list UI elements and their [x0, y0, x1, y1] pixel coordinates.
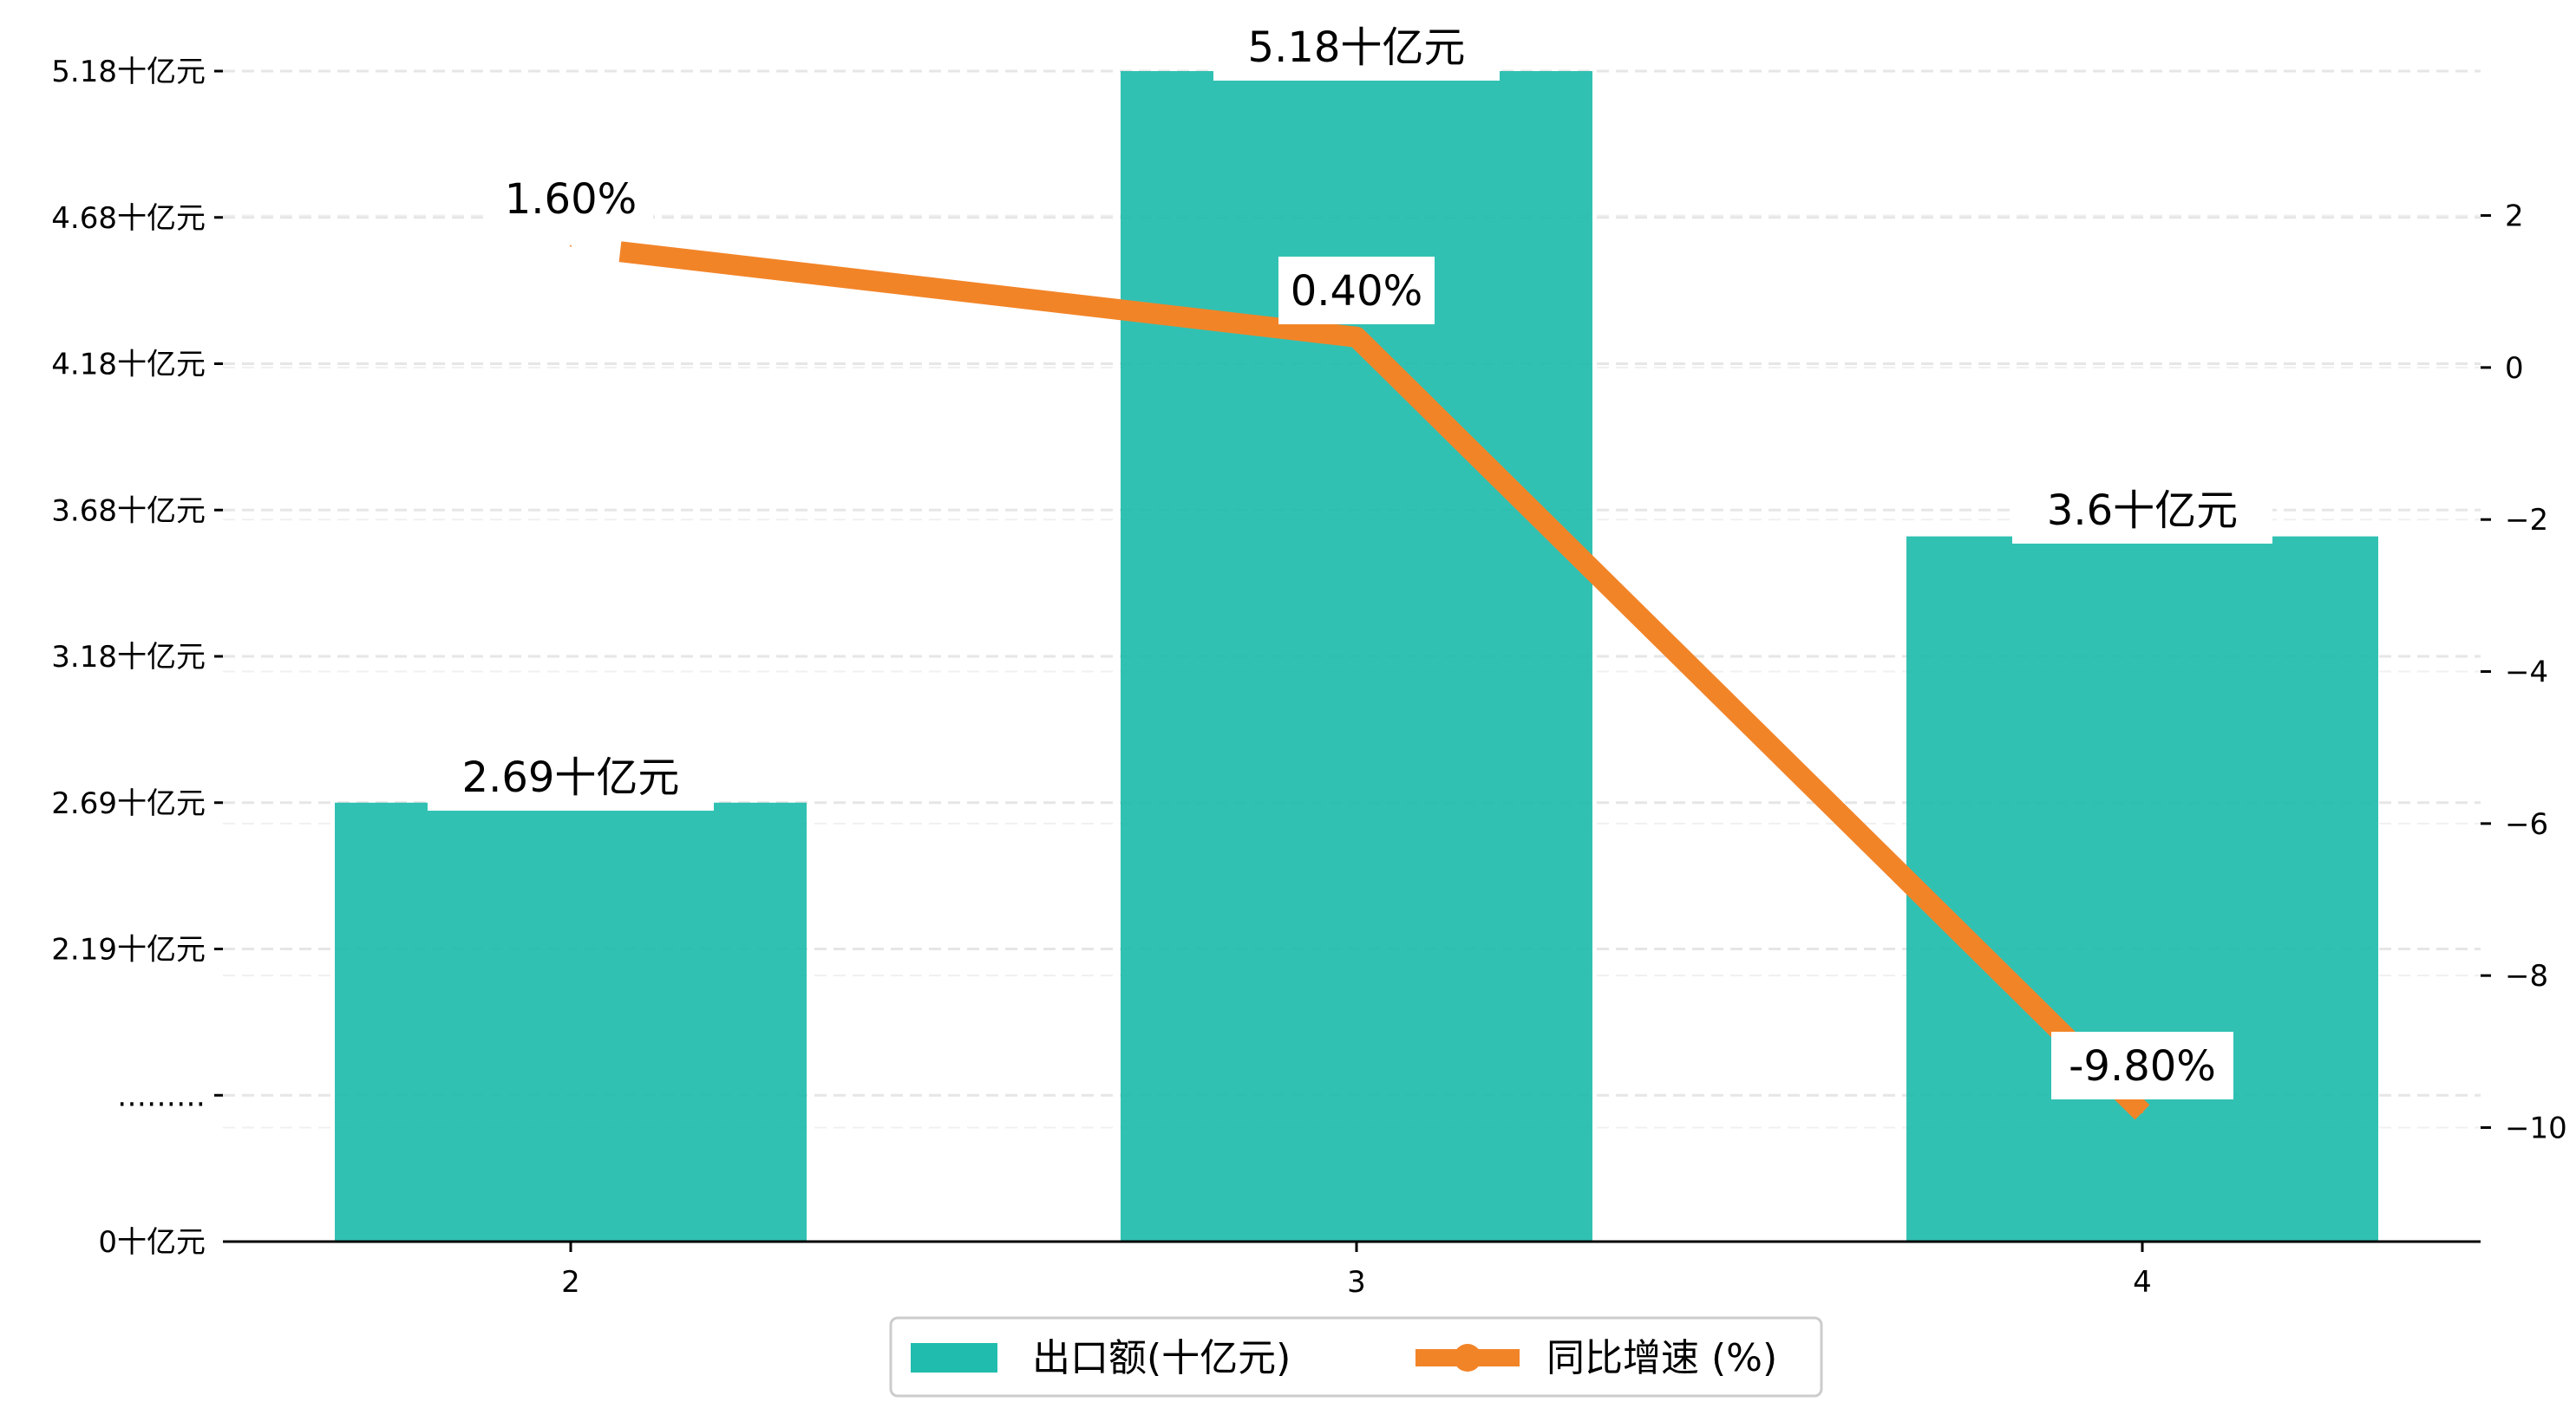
bar-value-label-2: 3.6十亿元 — [2012, 476, 2272, 544]
bar-1 — [1121, 71, 1592, 1242]
bar-0 — [335, 802, 807, 1242]
right-tick-label-0: 2 — [2505, 199, 2524, 234]
growth-value-label-1: 0.40% — [1278, 257, 1435, 324]
growth-point-0 — [570, 245, 572, 247]
right-tick-label-1: 0 — [2505, 351, 2524, 386]
left-tick-label-5: 3.68十亿元 — [51, 493, 206, 528]
bar-value-label-1-box — [1213, 13, 1500, 81]
left-tick-label-7: 4.68十亿元 — [51, 201, 206, 236]
bars — [335, 71, 2378, 1242]
growth-value-label-2-text: -9.80% — [2069, 1042, 2216, 1091]
left-tick-label-8: 5.18十亿元 — [51, 55, 206, 89]
bar-value-label-2-text: 3.6十亿元 — [2047, 486, 2238, 535]
left-tick-label-1: ……… — [117, 1079, 206, 1113]
left-tick-label-3: 2.69十亿元 — [51, 786, 206, 821]
growth-value-label-0-box — [488, 165, 653, 232]
growth-value-label-0-text: 1.60% — [505, 175, 637, 224]
legend[interactable]: 出口额(十亿元) 同比增速 (%) — [889, 1316, 1823, 1398]
growth-point-2 — [2141, 1111, 2143, 1113]
right-tick-label-5: −8 — [2505, 959, 2548, 994]
bar-value-label-2-box — [2012, 476, 2272, 544]
axes: 0十亿元 ……… 2.19十亿元 2.69十亿元 3.18十亿元 3.68十亿元 4.18十… — [51, 55, 2566, 1300]
growth-value-label-1-text: 0.40% — [1291, 267, 1422, 316]
bar-value-label-0-text: 2.69十亿元 — [462, 753, 680, 802]
legend-swatch-marker — [1454, 1344, 1481, 1372]
bar-value-label-0: 2.69十亿元 — [428, 743, 714, 811]
left-tick-label-6: 4.18十亿元 — [51, 348, 206, 382]
x-tick-label-0: 2 — [561, 1265, 580, 1300]
legend-label-line: 同比增速 (%) — [1546, 1336, 1777, 1380]
bar-value-label-0-box — [428, 743, 714, 811]
growth-value-label-1-box — [1278, 257, 1435, 324]
x-tick-label-1: 3 — [1347, 1265, 1366, 1300]
growth-value-label-0: 1.60% — [488, 165, 653, 232]
data-labels: 2.69十亿元 5.18十亿元 3.6十亿元 1.60% 0.40% -9.80% — [428, 13, 2272, 1099]
left-tick-label-0: 0十亿元 — [98, 1225, 206, 1260]
growth-point-1 — [1356, 336, 1357, 338]
left-tick-label-4: 3.18十亿元 — [51, 640, 206, 675]
right-tick-label-4: −6 — [2505, 807, 2548, 842]
bar-2 — [1906, 536, 2378, 1242]
right-tick-label-6: −10 — [2505, 1112, 2567, 1146]
legend-label-bar: 出口额(十亿元) — [1032, 1336, 1291, 1380]
right-tick-label-2: −2 — [2505, 503, 2548, 538]
left-tick-label-2: 2.19十亿元 — [51, 933, 206, 968]
growth-value-label-2-box — [2051, 1032, 2233, 1099]
bar-value-label-1: 5.18十亿元 — [1213, 13, 1500, 81]
legend-swatch-bar — [911, 1343, 997, 1373]
bar-value-label-1-text: 5.18十亿元 — [1248, 23, 1466, 72]
x-tick-label-2: 4 — [2133, 1265, 2152, 1300]
legend-frame — [889, 1316, 1823, 1398]
right-tick-label-3: −4 — [2505, 655, 2548, 690]
growth-value-label-2: -9.80% — [2051, 1032, 2233, 1099]
growth-line — [570, 241, 2150, 1120]
